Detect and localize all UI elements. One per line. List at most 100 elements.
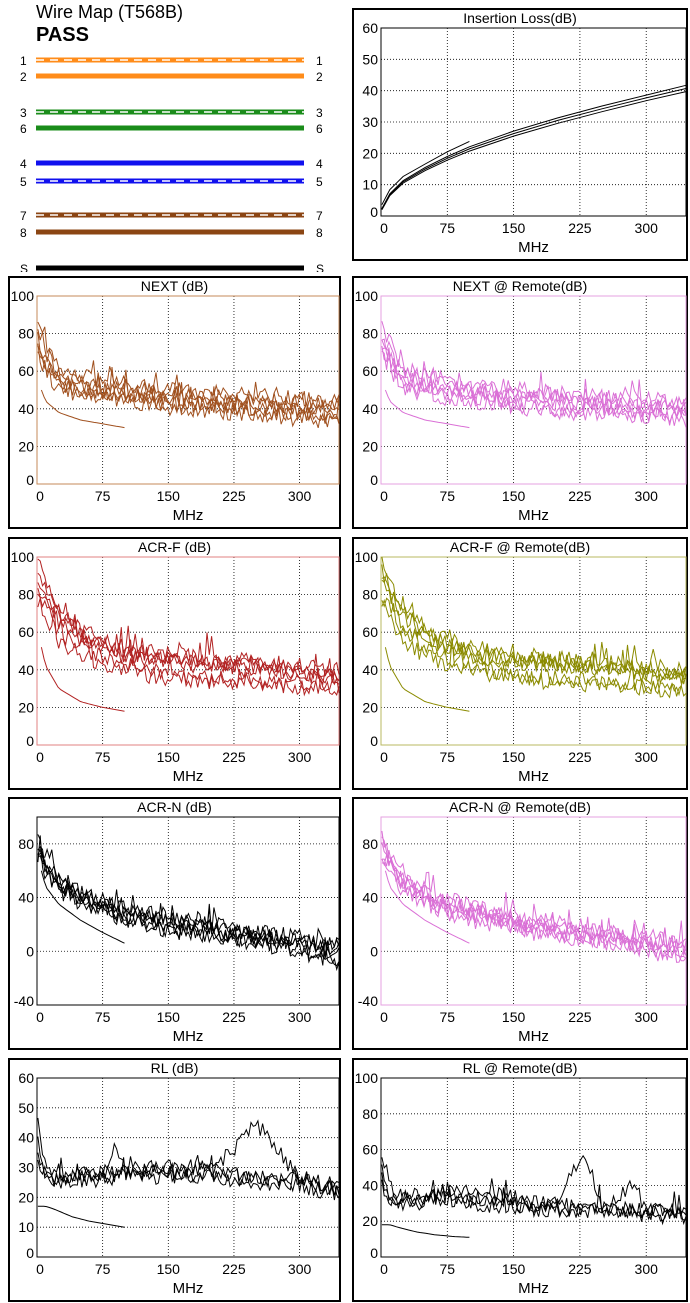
y-tick-label: 80 [362,326,378,342]
y-tick-label: 40 [362,662,378,678]
y-tick-label: 20 [362,1213,378,1229]
series-line-4 [381,579,687,686]
series-line-5 [37,351,340,424]
wire-pin-left: 3 [20,106,27,120]
y-tick-label: 40 [18,401,34,417]
y-tick-label: 20 [362,438,378,454]
x-tick-label: 0 [36,1009,44,1025]
x-tick-label: 0 [36,488,44,504]
series-line-4 [37,1156,340,1201]
y-tick-label: 10 [362,177,378,193]
x-tick-label: 0 [380,749,388,765]
y-tick-label: 0 [26,733,34,749]
next-remote-panel: NEXT @ Remote(dB) 0 75 150 225 300 0 20 40 60 80 10… [352,276,688,529]
series-line-7 [40,647,125,712]
y-tick-label: 20 [18,1189,34,1205]
series-line-3 [37,331,340,416]
y-tick-label: 100 [11,549,35,565]
series-line-5 [37,593,340,694]
x-tick-label: 300 [288,1009,312,1025]
wire-map-diagram: 1 12 23 36 64 45 57 78 8S S [20,54,324,272]
series-line-4 [381,140,470,205]
y-tick-label: 60 [18,363,34,379]
y-tick-label: 30 [18,1160,34,1176]
x-tick-label: 75 [440,749,456,765]
series-line-7 [40,870,125,944]
x-tick-label: 300 [635,1261,659,1277]
wire-pin-right: 8 [316,226,323,240]
acrf-panel: ACR-F (dB) 0 75 150 225 300 0 20 40 60 80 100 MHz [8,537,341,790]
y-tick-label: 60 [362,20,378,36]
wire-pin-right: 1 [316,54,323,68]
y-tick-label: 40 [362,401,378,417]
y-tick-label: 0 [370,733,378,749]
series-line-3 [381,338,687,416]
series-line-7 [384,647,470,712]
series-line-5 [37,1205,125,1228]
chart-svg: Insertion Loss(dB) 0 75 150 225 300 0 10 20 30 40 5… [352,8,688,261]
series-line-1 [37,558,340,679]
wire-pin-right: S [316,262,324,272]
chart-svg: ACR-F @ Remote(dB) 0 75 150 225 300 0 20 40 60 80 1… [352,537,688,790]
y-tick-label: 80 [18,836,34,852]
x-tick-label: 300 [635,488,659,504]
x-axis-label: MHz [173,1028,204,1045]
series-line-3 [37,582,340,686]
insertion-loss-panel: Insertion Loss(dB) 0 75 150 225 300 0 10 20 30 40 5… [352,8,688,261]
series-line-6 [381,598,687,699]
y-tick-label: 20 [362,145,378,161]
series-line-1 [381,556,687,680]
x-tick-label: 75 [440,1009,456,1025]
x-tick-label: 300 [635,1009,659,1025]
chart-title: NEXT (dB) [141,278,208,294]
wire-map-status: PASS [36,24,89,46]
y-tick-label: 0 [26,943,34,959]
y-tick-label: 40 [362,890,378,906]
x-tick-label: 75 [440,220,456,236]
x-tick-label: 75 [95,488,111,504]
plot-area [380,1077,687,1258]
wire-pin-left: 4 [20,157,27,171]
x-tick-label: 150 [157,1009,181,1025]
y-tick-label: 80 [362,1106,378,1122]
y-tick-label: 100 [355,288,379,304]
x-axis-label: MHz [173,768,204,785]
y-tick-label: 0 [370,204,378,220]
y-tick-label: 40 [18,662,34,678]
x-axis-label: MHz [518,239,549,256]
x-tick-label: 75 [95,1261,111,1277]
x-tick-label: 225 [222,749,246,765]
y-tick-label: 30 [362,114,378,130]
y-tick-label: 40 [362,1177,378,1193]
y-tick-label: 0 [370,943,378,959]
series-line-2 [381,88,687,210]
chart-svg: ACR-N @ Remote(dB)0 75 150 225 300-4004080MH… [352,797,688,1050]
x-tick-label: 0 [380,220,388,236]
y-tick-label: -40 [358,993,378,1009]
plot-area [380,816,687,1006]
x-tick-label: 225 [568,1009,592,1025]
chart-title: NEXT @ Remote(dB) [453,278,588,294]
series-line-4 [37,345,340,422]
x-tick-label: 150 [502,1009,526,1025]
wire-pin-left: 6 [20,122,27,136]
wire-map-title: Wire Map (T568B) [36,2,184,22]
x-tick-label: 0 [380,1261,388,1277]
wire-pin-right: 7 [316,209,323,223]
series-line-1 [381,830,687,950]
y-tick-label: -40 [14,993,34,1009]
series-line-6 [381,862,687,962]
panel-frame [352,1058,688,1302]
y-tick-label: 50 [362,51,378,67]
y-tick-label: 100 [355,549,379,565]
x-axis-label: MHz [518,507,549,524]
x-tick-label: 300 [288,749,312,765]
x-tick-label: 75 [440,488,456,504]
x-tick-label: 0 [36,1261,44,1277]
